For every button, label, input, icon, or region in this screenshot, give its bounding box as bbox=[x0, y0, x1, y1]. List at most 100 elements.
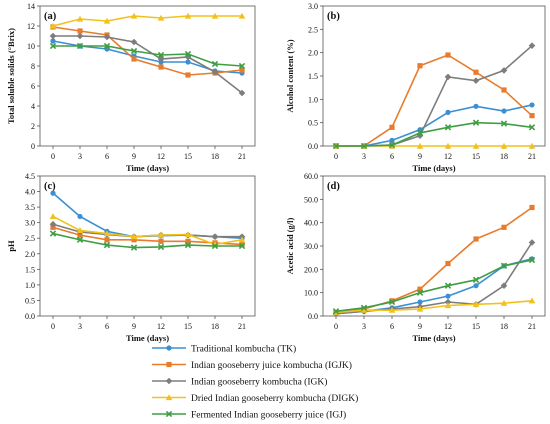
data-point bbox=[528, 297, 536, 304]
y-axis-label: Total soluble solids (°Brix) bbox=[6, 28, 16, 124]
x-tick-label: 15 bbox=[184, 322, 192, 331]
y-tick-label: 12 bbox=[27, 22, 35, 31]
data-point bbox=[211, 12, 219, 19]
chart-panel: 0 2 4 6 8 10 12 14 0 3 6 9 12 15 18 21 Time (days) Total … bbox=[6, 2, 256, 173]
x-tick-label: 21 bbox=[238, 322, 246, 331]
x-tick-label: 3 bbox=[362, 322, 366, 331]
data-point bbox=[445, 293, 451, 299]
y-tick-label: 10 bbox=[27, 42, 35, 51]
x-tick-label: 15 bbox=[472, 152, 480, 161]
data-point bbox=[528, 142, 536, 149]
x-tick-label: 6 bbox=[105, 152, 109, 161]
legend-item: Indian gooseberry kombucha (IGK) bbox=[152, 377, 327, 388]
plot-area bbox=[39, 175, 256, 317]
x-tick-label: 21 bbox=[528, 152, 536, 161]
series bbox=[49, 230, 246, 251]
data-point bbox=[472, 77, 480, 84]
data-point bbox=[528, 42, 536, 49]
data-point bbox=[184, 231, 192, 238]
data-point bbox=[332, 142, 340, 150]
data-point bbox=[444, 124, 452, 131]
data-point bbox=[472, 119, 480, 126]
data-point bbox=[103, 42, 111, 50]
series-line bbox=[335, 259, 533, 313]
data-point bbox=[238, 12, 246, 19]
data-point bbox=[445, 109, 451, 115]
data-point bbox=[76, 236, 84, 243]
data-point bbox=[528, 256, 536, 264]
data-point bbox=[416, 142, 424, 149]
x-tick-label: 21 bbox=[528, 322, 536, 331]
data-point bbox=[185, 238, 191, 244]
legend: Traditional kombucha (TK) Indian gooseber… bbox=[152, 344, 358, 421]
data-point bbox=[77, 28, 83, 34]
data-point bbox=[529, 102, 535, 108]
data-point bbox=[444, 142, 452, 149]
data-point bbox=[417, 286, 423, 292]
data-point bbox=[332, 308, 340, 315]
data-point bbox=[360, 142, 368, 150]
data-point bbox=[49, 32, 57, 40]
y-tick-label: 2.0 bbox=[308, 49, 318, 58]
data-point bbox=[389, 137, 395, 143]
legend-label: Indian gooseberry kombucha (IGK) bbox=[191, 377, 327, 388]
series bbox=[332, 256, 536, 315]
x-tick-label: 9 bbox=[418, 322, 422, 331]
data-point bbox=[388, 141, 396, 149]
x-tick-label: 15 bbox=[184, 152, 192, 161]
y-tick-label: 2.5 bbox=[308, 25, 318, 34]
x-tick-label: 3 bbox=[78, 322, 82, 331]
series-line bbox=[52, 215, 243, 246]
series-line bbox=[53, 45, 243, 67]
y-tick-label: 4.0 bbox=[25, 188, 35, 197]
data-point bbox=[528, 124, 536, 131]
data-point bbox=[49, 42, 57, 50]
data-point bbox=[500, 120, 508, 127]
y-tick-label: 0 bbox=[31, 142, 35, 151]
y-tick-label: 4.5 bbox=[25, 172, 35, 181]
data-point bbox=[49, 220, 57, 228]
x-tick-label: 18 bbox=[500, 152, 508, 161]
data-point bbox=[158, 64, 164, 70]
x-tick-label: 9 bbox=[132, 322, 136, 331]
data-point bbox=[445, 260, 451, 267]
data-point bbox=[238, 89, 246, 97]
data-point bbox=[238, 62, 246, 70]
x-tick-label: 12 bbox=[157, 322, 165, 331]
panel-label: (b) bbox=[327, 11, 340, 22]
y-tick-label: 10.0 bbox=[304, 289, 318, 298]
y-tick-label: 0.0 bbox=[308, 312, 318, 321]
x-tick-label: 12 bbox=[444, 322, 452, 331]
series bbox=[49, 32, 246, 97]
data-point bbox=[500, 262, 508, 269]
y-tick-label: 0.0 bbox=[25, 312, 35, 321]
data-point bbox=[389, 124, 395, 130]
data-point bbox=[529, 204, 535, 211]
legend-label: Indian gooseberry juice kombucha (IGJK) bbox=[191, 360, 352, 371]
data-point bbox=[76, 32, 84, 40]
panel-label: (d) bbox=[327, 181, 340, 192]
data-point bbox=[130, 244, 138, 251]
data-point bbox=[184, 241, 192, 249]
data-point bbox=[76, 42, 84, 50]
panel-label: (c) bbox=[44, 181, 56, 192]
chart-panel: 0.0 10.0 20.0 30.0 40.0 50.0 60.0 0 3 6 9 12 15 18 21 T… bbox=[285, 172, 546, 343]
data-point bbox=[49, 213, 57, 220]
data-point bbox=[50, 38, 56, 44]
series bbox=[333, 102, 535, 149]
data-point bbox=[417, 299, 423, 305]
y-tick-label: 1.5 bbox=[308, 72, 318, 81]
data-point bbox=[417, 63, 423, 69]
data-point bbox=[49, 22, 57, 29]
x-tick-label: 0 bbox=[51, 322, 55, 331]
y-tick-label: 3.0 bbox=[25, 219, 35, 228]
data-point bbox=[103, 17, 111, 24]
x-tick-label: 21 bbox=[238, 152, 246, 161]
data-point bbox=[211, 60, 219, 68]
x-tick-label: 18 bbox=[211, 152, 219, 161]
x-tick-label: 3 bbox=[362, 152, 366, 161]
data-point bbox=[103, 241, 111, 249]
x-tick-label: 6 bbox=[390, 322, 394, 331]
data-point bbox=[104, 237, 110, 243]
y-tick-label: 1.0 bbox=[25, 281, 35, 290]
